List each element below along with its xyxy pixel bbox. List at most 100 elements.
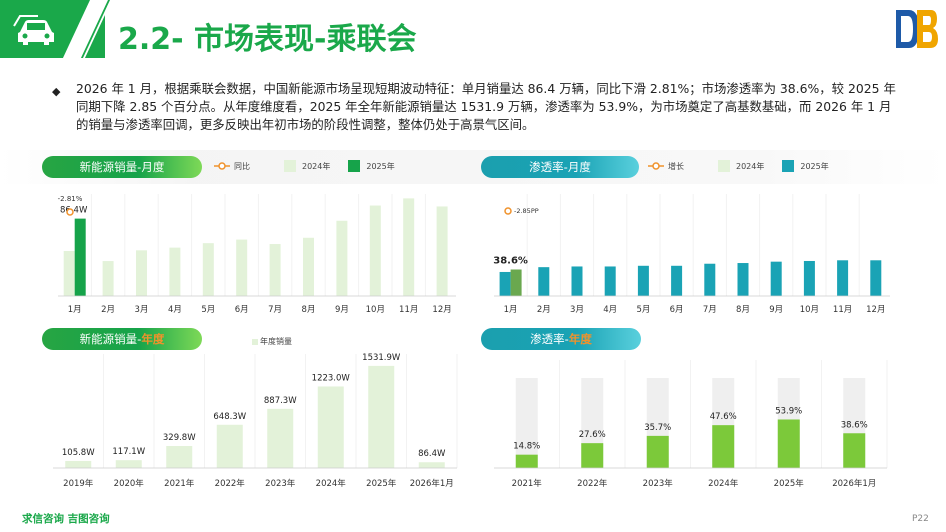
x-tick-label: 1月 bbox=[504, 305, 518, 315]
bar-annual-sales bbox=[317, 386, 344, 468]
x-tick-label: 4月 bbox=[603, 305, 617, 315]
x-tick-label: 7月 bbox=[703, 305, 717, 315]
bar-2025 bbox=[870, 260, 882, 296]
annual-rate-title-highlight: 年度 bbox=[568, 332, 592, 346]
monthly-rate-legend: 增长 2024年 2025年 bbox=[648, 160, 847, 172]
x-tick-label: 9月 bbox=[769, 305, 783, 315]
bar-2024 bbox=[436, 206, 448, 296]
data-label: 1223.0W bbox=[312, 373, 351, 383]
legend-label: 2025年 bbox=[800, 161, 829, 171]
car-icon bbox=[13, 15, 54, 45]
x-tick-label: 2019年 bbox=[63, 478, 94, 489]
bar-2024 bbox=[102, 261, 114, 296]
bar-background bbox=[515, 378, 538, 468]
data-label: 887.3W bbox=[264, 396, 297, 406]
x-tick-label: 7月 bbox=[268, 305, 282, 315]
x-tick-label: 11月 bbox=[399, 305, 418, 315]
bar-2024 bbox=[136, 250, 147, 296]
intro-bullet: ◆ bbox=[52, 85, 61, 98]
bar-annual-rate bbox=[843, 433, 866, 468]
bar-annual-sales bbox=[166, 446, 193, 468]
line-marker-icon bbox=[214, 162, 230, 170]
data-label: 648.3W bbox=[213, 412, 246, 422]
data-label: 117.1W bbox=[112, 447, 145, 457]
bar-annual-rate bbox=[515, 454, 538, 468]
x-tick-label: 2023年 bbox=[265, 478, 296, 489]
bar-annual-rate bbox=[712, 425, 735, 468]
legend-item-2024: 2024年 bbox=[718, 160, 764, 172]
x-tick-label: 2月 bbox=[537, 305, 551, 315]
bar-2025 bbox=[538, 267, 550, 296]
legend-swatch bbox=[252, 338, 258, 345]
x-tick-label: 11月 bbox=[833, 305, 852, 315]
bar-2024 bbox=[403, 198, 415, 296]
x-tick-label: 12月 bbox=[866, 305, 885, 315]
bar-annual-sales bbox=[368, 365, 395, 468]
bar-2025 bbox=[671, 265, 683, 296]
x-tick-label: 2月 bbox=[101, 305, 115, 315]
x-tick-label: 8月 bbox=[736, 305, 750, 315]
bar-2025 bbox=[637, 265, 649, 296]
annual-sales-title: 新能源销量- 年度 bbox=[42, 328, 202, 350]
line-marker-icon bbox=[648, 162, 664, 170]
slide-title: 2.2- 市场表现-乘联会 bbox=[118, 22, 417, 57]
data-label: 35.7% bbox=[644, 423, 671, 433]
bar-annual-rate bbox=[777, 419, 800, 468]
annual-sales-title-main: 新能源销量- bbox=[79, 332, 142, 346]
bar-2024 bbox=[336, 220, 348, 296]
bar-2025 bbox=[571, 266, 583, 296]
bar-2024 bbox=[303, 237, 314, 296]
legend-label: 增长 bbox=[668, 161, 684, 171]
bar-2024 bbox=[169, 247, 181, 296]
line-point-label: -2.85PP bbox=[514, 207, 539, 215]
data-label: 329.8W bbox=[163, 433, 196, 443]
annual-rate-title: 渗透率- 年度 bbox=[481, 328, 641, 350]
x-tick-label: 2026年1月 bbox=[832, 478, 876, 489]
bar-2024 bbox=[236, 239, 248, 296]
data-label: 86.4W bbox=[418, 449, 446, 459]
x-tick-label: 2021年 bbox=[164, 478, 195, 489]
bar-2025 bbox=[704, 263, 716, 296]
line-point-label: -2.81% bbox=[58, 195, 83, 203]
annual-rate-chart: 14.8% 2021年 27.6% 2022年 35.7% 2023年 47.6% 2024年… bbox=[494, 360, 888, 489]
data-label: 105.8W bbox=[62, 448, 95, 458]
x-tick-label: 4月 bbox=[168, 305, 182, 315]
monthly-rate-chart: 1月 38.6% 2月 3月 4月 5月 6月 7月 8月 9月 10月 11月 12月 -2.85PP bbox=[493, 194, 890, 315]
legend-label: 2024年 bbox=[736, 161, 765, 171]
bar-annual-rate bbox=[646, 435, 669, 468]
bar-2024 bbox=[269, 244, 281, 296]
data-label: 53.9% bbox=[775, 406, 802, 416]
bar-annual-sales bbox=[216, 424, 243, 468]
data-label: 38.6% bbox=[493, 255, 528, 266]
data-label: 1531.9W bbox=[362, 353, 401, 363]
bar-2024 bbox=[63, 251, 75, 296]
bar-annual-sales bbox=[115, 460, 142, 468]
intro-paragraph: 2026 年 1 月，根据乘联会数据，中国新能源市场呈现短期波动特征：单月销量达… bbox=[76, 81, 896, 132]
x-tick-label: 2024年 bbox=[708, 478, 739, 489]
monthly-sales-title: 新能源销量-月度 bbox=[42, 156, 202, 178]
x-tick-label: 6月 bbox=[235, 305, 249, 315]
legend-label: 2025年 bbox=[366, 161, 395, 171]
x-tick-label: 2024年 bbox=[316, 478, 347, 489]
brand-logo bbox=[896, 10, 938, 48]
x-tick-label: 2022年 bbox=[215, 478, 246, 489]
x-tick-label: 5月 bbox=[201, 305, 215, 315]
bar-2024 bbox=[369, 205, 381, 296]
x-tick-label: 2020年 bbox=[114, 478, 145, 489]
annual-sales-title-highlight: 年度 bbox=[141, 332, 165, 346]
bar-2025 bbox=[604, 266, 616, 296]
bar-2025 bbox=[510, 269, 522, 296]
line-point-yoy bbox=[66, 208, 74, 216]
bar-2025 bbox=[737, 263, 749, 296]
x-tick-label: 1月 bbox=[68, 305, 82, 315]
bar-2024 bbox=[499, 271, 511, 296]
x-tick-label: 5月 bbox=[636, 305, 650, 315]
bar-2025 bbox=[803, 260, 815, 296]
x-tick-label: 2023年 bbox=[643, 478, 674, 489]
x-tick-label: 9月 bbox=[335, 305, 349, 315]
x-tick-label: 3月 bbox=[570, 305, 584, 315]
data-label: 27.6% bbox=[579, 430, 606, 440]
bar-2025 bbox=[837, 260, 849, 296]
data-label: 86.4W bbox=[60, 206, 88, 216]
bar-annual-sales bbox=[418, 462, 445, 468]
